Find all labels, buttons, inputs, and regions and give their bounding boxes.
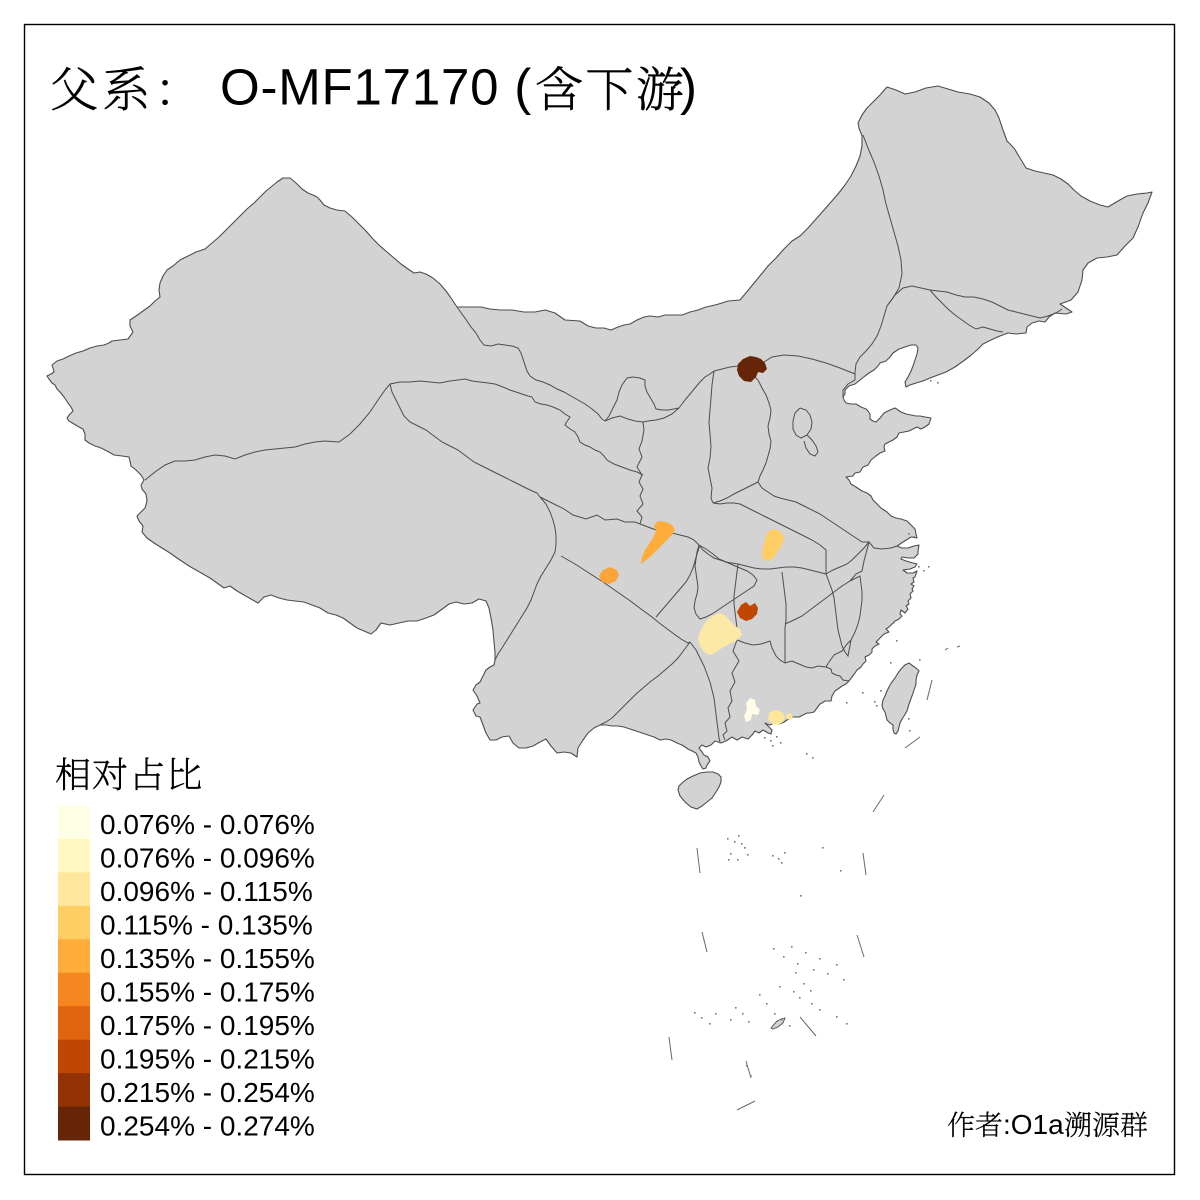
svg-text::O1a: :O1a	[1003, 1109, 1064, 1140]
svg-text:0.096% - 0.115%: 0.096% - 0.115%	[100, 876, 313, 907]
svg-text:0.254% - 0.274%: 0.254% - 0.274%	[100, 1110, 315, 1141]
svg-text:0.135% - 0.155%: 0.135% - 0.155%	[100, 943, 315, 974]
svg-text:0.115% - 0.135%: 0.115% - 0.135%	[100, 910, 313, 941]
svg-text:0.155% - 0.175%: 0.155% - 0.175%	[100, 977, 315, 1008]
svg-text:0.076% - 0.096%: 0.076% - 0.096%	[100, 843, 315, 874]
svg-text:): )	[680, 59, 697, 116]
svg-text:0.215% - 0.254%: 0.215% - 0.254%	[100, 1077, 315, 1108]
svg-text:0.076% - 0.076%: 0.076% - 0.076%	[100, 809, 315, 840]
svg-text:0.195% - 0.215%: 0.195% - 0.215%	[100, 1043, 315, 1074]
svg-text:O-MF17170 (: O-MF17170 (	[220, 59, 532, 116]
svg-text:0.175% - 0.195%: 0.175% - 0.195%	[100, 1010, 315, 1041]
